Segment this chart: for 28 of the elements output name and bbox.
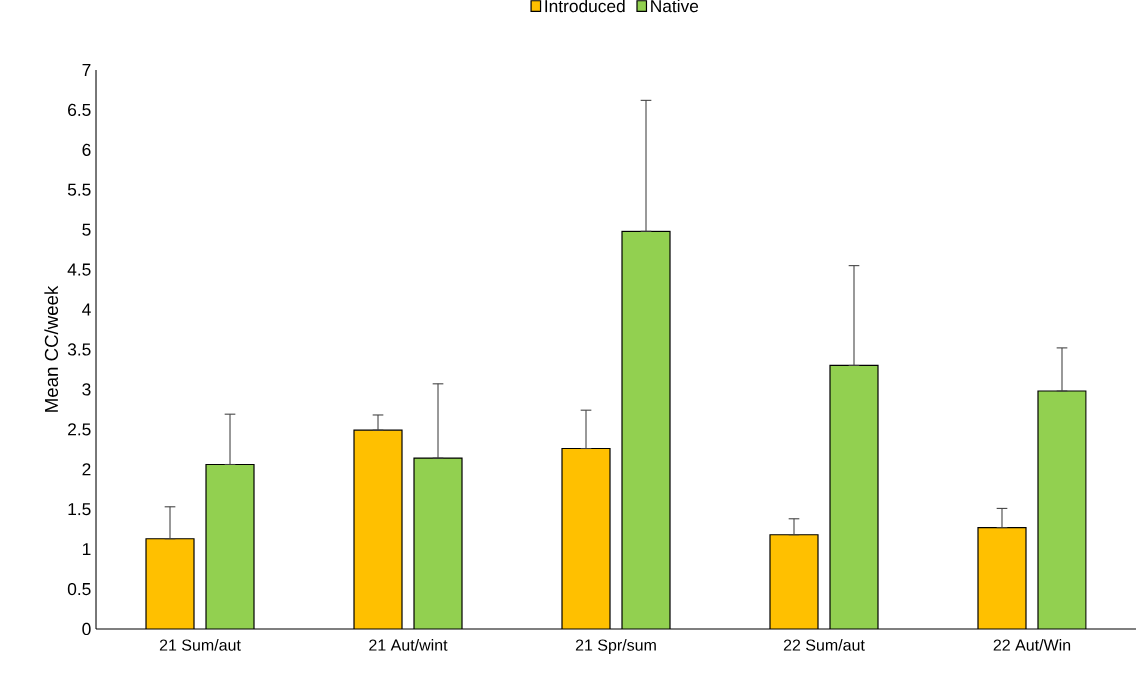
legend-label: Native xyxy=(651,0,699,13)
bar xyxy=(146,538,195,629)
y-tick-label: 6.5 xyxy=(68,103,91,117)
y-tick-label: 0 xyxy=(82,622,91,636)
y-tick-label: 2 xyxy=(82,463,91,476)
y-tick-label: 6 xyxy=(82,143,91,156)
legend-label: Introduced xyxy=(545,0,625,13)
x-tick-label: 21 Aut/wint xyxy=(369,639,448,651)
y-tick-label: 4 xyxy=(82,303,91,316)
bar xyxy=(770,534,818,629)
x-tick-label: 22 Sum/aut xyxy=(783,639,865,651)
bar xyxy=(977,526,1027,629)
y-tick-label: 5.5 xyxy=(67,183,91,196)
x-tick-label: 21 Spr/sum xyxy=(575,639,656,654)
y-tick-label: 0.5 xyxy=(67,582,91,596)
y-tick-label: 3.5 xyxy=(67,343,91,356)
bar xyxy=(354,430,403,629)
y-axis-title: Mean CC/week xyxy=(44,285,59,412)
y-tick-label: 7 xyxy=(82,64,91,76)
y-tick-label: 1 xyxy=(82,543,91,556)
y-tick-label: 3 xyxy=(82,383,91,396)
y-tick-label: 2.5 xyxy=(68,423,91,436)
x-tick-label: 22 Aut/Win xyxy=(993,639,1071,651)
y-tick-label: 5 xyxy=(82,223,91,236)
bar xyxy=(562,448,611,629)
y-tick-label: 1.5 xyxy=(68,503,91,516)
x-tick-label: 21 Sum/aut xyxy=(159,639,241,651)
y-tick-label: 4.5 xyxy=(67,263,91,276)
